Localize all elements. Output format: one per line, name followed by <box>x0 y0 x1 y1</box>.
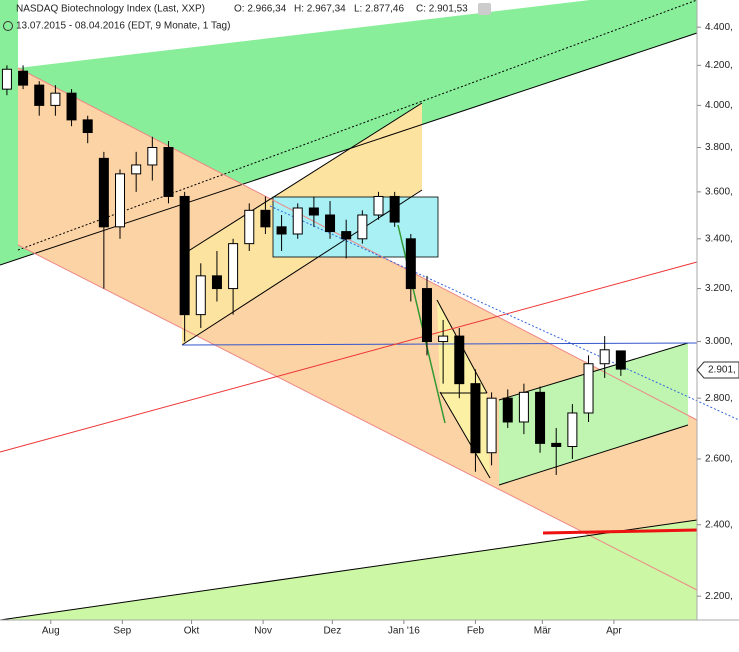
open: O: 2.966,34 <box>234 4 287 15</box>
clock-icon <box>3 21 13 31</box>
candle-body <box>82 119 93 134</box>
x-tick-label: Jan '16 <box>388 626 420 637</box>
candle-body <box>18 70 29 86</box>
high: H: 2.967,34 <box>294 4 346 15</box>
candle-body <box>502 397 513 423</box>
y-tick-label: 4.200, <box>705 60 733 71</box>
candle-body <box>599 349 610 365</box>
low: L: 2.877,46 <box>354 4 404 15</box>
candle-body <box>357 214 368 240</box>
y-tick-label: 2.200, <box>705 591 733 602</box>
red-thick-line <box>542 528 698 535</box>
x-tick-label: Mär <box>534 626 552 637</box>
y-tick-label: 2.600, <box>705 454 733 465</box>
x-tick-label: Sep <box>113 626 131 637</box>
candle-body <box>292 207 303 235</box>
candle-body <box>131 164 142 175</box>
pennant-line <box>439 391 491 479</box>
candle-body <box>260 209 271 228</box>
x-tick-label: Apr <box>606 626 622 637</box>
y-tick-label: 3.400, <box>705 233 733 244</box>
candle-body <box>341 231 352 240</box>
y-tick-label: 2.400, <box>705 519 733 530</box>
candle-body <box>535 391 546 444</box>
candle-body <box>50 92 61 106</box>
price-badge <box>696 361 739 379</box>
candle-body <box>389 195 400 223</box>
y-tick-label: 3.800, <box>705 142 733 153</box>
y-tick-label: 4.000, <box>705 100 733 111</box>
candle-body <box>470 383 481 454</box>
y-tick-label: 4.400, <box>705 22 733 33</box>
candle-body <box>615 350 626 370</box>
y-tick-label: 3.600, <box>705 187 733 198</box>
x-tick-label: Aug <box>42 626 60 637</box>
candle-body <box>583 363 594 414</box>
last-price: 2.901, <box>708 365 736 376</box>
date-range: 13.07.2015 - 08.04.2016 (EDT, 9 Monate, … <box>16 21 230 32</box>
blue-dotted-line <box>269 205 739 421</box>
trend-line <box>0 519 698 621</box>
candle-body <box>163 147 174 197</box>
title: NASDAQ Biotechnology Index (Last, XXP) <box>16 4 205 15</box>
candle-body <box>66 92 77 121</box>
candle-body <box>421 288 432 343</box>
x-tick-label: Dez <box>323 626 341 637</box>
candle-body <box>518 391 529 423</box>
horizontal-line <box>181 342 698 346</box>
candle-body <box>179 195 190 316</box>
candle-body <box>405 238 416 290</box>
candle-body <box>486 397 497 454</box>
close: C: 2.901,53 <box>416 4 468 15</box>
channel-line <box>498 424 689 486</box>
channel-line <box>17 67 698 421</box>
y-tick-label: 3.200, <box>705 283 733 294</box>
dotted-line <box>17 0 698 251</box>
candle-body <box>34 84 45 106</box>
candle-body <box>567 412 578 447</box>
candle-body <box>276 226 287 235</box>
candle-body <box>325 214 336 233</box>
candle-body <box>228 243 239 290</box>
candle-body <box>211 275 222 290</box>
candle-body <box>147 147 158 166</box>
candle-body <box>308 207 319 216</box>
y-tick-label: 2.800, <box>705 393 733 404</box>
x-tick-label: Okt <box>184 626 200 637</box>
candle-body <box>454 335 465 385</box>
candle-body <box>244 209 255 245</box>
x-tick-label: Nov <box>254 626 272 637</box>
candles <box>1 65 626 475</box>
candle-body <box>438 335 449 343</box>
candle-body <box>195 275 206 316</box>
candle-body <box>551 442 562 447</box>
candle-body <box>115 173 126 228</box>
red-line <box>0 261 698 453</box>
wedge-line <box>181 189 423 346</box>
candle-body <box>373 195 384 216</box>
green-channel <box>499 343 688 485</box>
candle-body <box>1 68 12 90</box>
wedge-line <box>181 102 423 256</box>
x-tick-label: Feb <box>467 626 485 637</box>
candle-body <box>98 157 109 228</box>
settings-button[interactable] <box>478 3 491 15</box>
y-tick-label: 3.000, <box>705 336 733 347</box>
